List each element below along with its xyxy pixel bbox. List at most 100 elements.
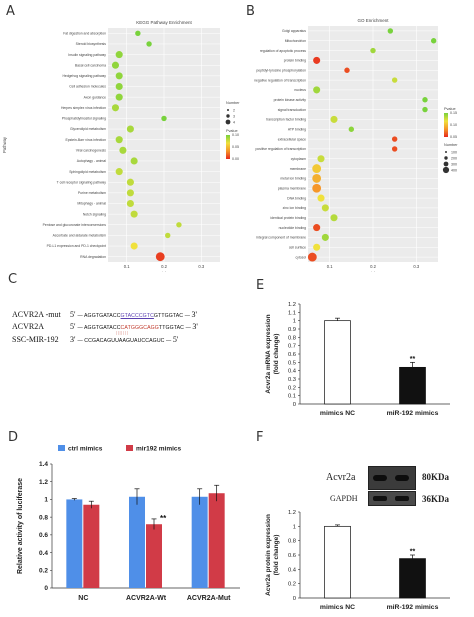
x-tick-label: 0.3 (413, 264, 419, 269)
x-tick-label: miR-192 mimics (387, 604, 439, 611)
y-tick-label: 1 (293, 524, 296, 530)
seq-row-mut-seq: 5' — AGGTGATACCGTACCCGTCGTTGGTAC — 3' (70, 310, 197, 319)
data-point (312, 164, 322, 173)
luciferase-chart: 0 0.2 0.4 0.6 0.8 1 1.2 1.4 Relative activity of… (17, 445, 240, 602)
category-label: Steroid biosynthesis (76, 42, 107, 46)
legend-size-marker (443, 161, 449, 167)
chart-title: GO Enrichment (357, 18, 389, 23)
data-point (115, 136, 123, 144)
data-point (176, 222, 182, 228)
bar (324, 320, 351, 405)
seq-label: ACVR2A (12, 322, 45, 331)
y-axis-label: (fold change) (273, 535, 280, 576)
seq-row-wt-seq: 5' — AGGTGATACCCATGGGCAGGTTGGTAC — 3' (70, 322, 198, 331)
data-point (119, 146, 127, 154)
bar (83, 504, 100, 588)
data-point (126, 125, 134, 133)
x-tick-label: 0.1 (327, 264, 333, 269)
legend-label: mir192 mimics (136, 446, 182, 453)
data-point (370, 47, 376, 54)
seq-row-mut: ACVR2A -mut (12, 310, 61, 319)
category-label: peptidyl-tyrosine phosphorylation (256, 68, 306, 72)
seq-row-mir-seq: 3' — CCGACAGUUAAGUAUCCAGUC — 5' (70, 335, 179, 344)
western-blot: Acvr2a 80KDa GAPDH 36KDa (326, 458, 466, 510)
seq-mirna: CCGACAGUUAAGUAUCCAGUC (84, 338, 165, 344)
y-tick-label: 1.2 (288, 510, 296, 516)
y-tick-label: 0.8 (288, 335, 296, 341)
data-point (321, 204, 329, 212)
category-label: Purine metabolism (78, 191, 106, 195)
y-tick-label: 0 (293, 596, 296, 602)
category-label: integral component of membrane (256, 236, 306, 240)
bar (66, 499, 83, 588)
y-axis-label: (fold change) (273, 334, 280, 375)
data-point (126, 199, 134, 208)
category-label: RNA degradation (80, 255, 106, 259)
y-axis-label: Acvr2a protein expression (265, 514, 272, 596)
legend-title: Pvalue (226, 129, 238, 133)
data-point (312, 174, 322, 183)
category-label: Viral carcinogenesis (76, 149, 107, 153)
category-label: Pentose and glucuronate interconversions (43, 223, 107, 227)
panel-letter-c: C (8, 272, 18, 287)
x-tick-label: miR-192 mimics (387, 410, 439, 417)
data-point (165, 232, 171, 239)
category-label: ATP binding (288, 127, 306, 131)
prime-right: 3' (192, 322, 198, 331)
category-label: PD-L1 expression and PD-1 checkpoint (47, 244, 106, 248)
legend-title: Number (226, 101, 240, 105)
color-bar-label: 0.05 (450, 135, 457, 139)
seq-label: SSC-MIR-192 (12, 335, 59, 344)
category-label: Sphingolipid metabolism (69, 170, 106, 174)
seq-label: ACVR2A -mut (12, 310, 61, 319)
data-point (422, 97, 428, 103)
color-bar-label: 0.15 (450, 111, 457, 115)
x-axis-label: rich (370, 271, 377, 272)
category-label: Autophagy - animal (77, 159, 106, 163)
legend-size-label: 200 (451, 156, 457, 160)
category-label: extracellular space (278, 137, 306, 141)
data-point (387, 28, 394, 34)
x-tick-label: mimics NC (320, 410, 355, 417)
y-tick-label: 0.9 (288, 327, 296, 333)
category-label: cytoplasm (291, 157, 306, 161)
bar (129, 496, 145, 588)
legend-size-label: 3 (233, 114, 235, 118)
data-point (313, 243, 321, 251)
y-tick-label: 0.7 (288, 344, 296, 350)
legend-swatch (58, 445, 65, 451)
category-label: membrane (290, 167, 306, 171)
blot-band-gapdh (368, 491, 416, 506)
data-point (422, 106, 428, 113)
seq-row-mir: SSC-MIR-192 (12, 335, 59, 344)
y-tick-label: 0.2 (39, 567, 48, 574)
y-axis-label: Acvr2a mRNA expression (265, 314, 272, 393)
legend-size-label: 100 (451, 150, 457, 154)
significance-mark: ** (410, 356, 416, 363)
legend-size-marker (227, 109, 229, 111)
bar (324, 525, 351, 599)
data-point (115, 82, 123, 91)
data-point (115, 72, 123, 80)
category-label: negative regulation of transcription (254, 78, 306, 82)
category-label: nucleus (294, 88, 306, 92)
color-bar (444, 113, 448, 137)
legend-title: Pvalue (444, 107, 456, 111)
legend-size-label: 300 (451, 162, 457, 166)
y-tick-label: 0.2 (288, 385, 296, 391)
y-tick-label: 0.6 (39, 532, 48, 539)
category-label: Insulin signaling pathway (68, 53, 106, 57)
seq-post: TTGGTAC (158, 325, 185, 331)
category-label: Notch signaling (83, 212, 106, 216)
y-tick-label: 0.2 (288, 582, 296, 588)
category-label: DNA binding (287, 196, 306, 200)
category-label: Phosphatidylinositol signaling (62, 117, 106, 121)
bar (208, 493, 225, 588)
category-label: protein binding (284, 59, 306, 63)
category-label: Glycerolipid metabolism (70, 127, 106, 131)
y-tick-label: 0.6 (288, 553, 296, 559)
category-label: Mitophagy - animal (77, 202, 106, 206)
legend-size-label: 4 (233, 120, 235, 124)
category-label: Herpes simplex virus infection (61, 106, 106, 110)
data-point (313, 224, 321, 232)
